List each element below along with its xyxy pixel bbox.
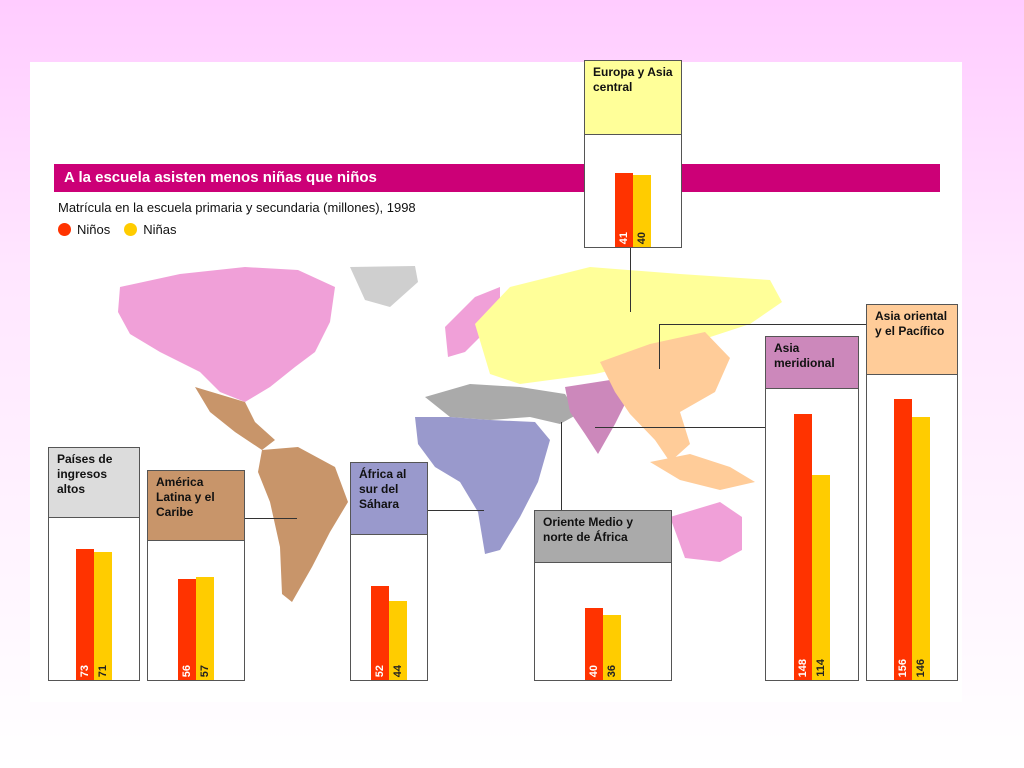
bar-mena-girls: 36 <box>603 615 621 680</box>
bar-high-boys: 73 <box>76 549 94 680</box>
bar-europe-boys: 41 <box>615 173 633 247</box>
bar-value-east-girls: 146 <box>915 658 927 677</box>
map-south-america <box>258 447 348 602</box>
bar-value-mena-girls: 36 <box>606 664 618 677</box>
bar-south-girls: 114 <box>812 475 830 680</box>
region-label-south: Asia meridional <box>766 337 858 389</box>
bar-value-latam-girls: 57 <box>199 664 211 677</box>
bar-africa-girls: 44 <box>389 601 407 680</box>
bar-value-south-boys: 148 <box>797 658 809 677</box>
world-map <box>118 266 782 602</box>
bar-value-south-girls: 114 <box>815 659 827 677</box>
legend-item-girls: Niñas <box>124 222 177 237</box>
legend-label-girls: Niñas <box>143 222 177 237</box>
legend-swatch-boys <box>58 223 71 236</box>
map-europe-west <box>445 287 500 357</box>
bar-value-europe-boys: 41 <box>618 231 630 244</box>
legend-item-boys: Niños <box>58 222 110 237</box>
bar-value-africa-girls: 44 <box>392 664 404 677</box>
legend: Niños Niñas <box>58 222 191 237</box>
bar-south-boys: 148 <box>794 414 812 680</box>
map-mena <box>425 384 578 424</box>
chart-subtitle: Matrícula en la escuela primaria y secun… <box>58 200 416 215</box>
bar-value-east-boys: 156 <box>897 658 909 677</box>
connector-south-asia <box>595 427 765 428</box>
region-box-africa: África al sur del Sáhara 52 44 <box>350 462 428 681</box>
region-label-high: Países de ingresos altos <box>49 448 139 518</box>
region-label-east: Asia oriental y el Pacífico <box>867 305 957 375</box>
bar-value-high-boys: 73 <box>79 664 91 677</box>
map-greenland <box>350 266 418 307</box>
region-box-mena: Oriente Medio y norte de África 40 36 <box>534 510 672 681</box>
map-north-america <box>118 267 335 402</box>
legend-swatch-girls <box>124 223 138 236</box>
map-southeast-islands <box>650 454 755 490</box>
bar-latam-girls: 57 <box>196 577 214 680</box>
bar-value-latam-boys: 56 <box>181 664 193 677</box>
region-label-latam: América Latina y el Caribe <box>148 471 244 541</box>
bar-europe-girls: 40 <box>633 175 651 247</box>
bar-east-boys: 156 <box>894 399 912 680</box>
chart-title: A la escuela asisten menos niñas que niñ… <box>54 164 940 192</box>
legend-label-boys: Niños <box>77 222 111 237</box>
map-sub-saharan-africa <box>415 417 550 554</box>
connector-east-asia-h <box>659 324 866 325</box>
region-label-mena: Oriente Medio y norte de África <box>535 511 671 563</box>
bar-latam-boys: 56 <box>178 579 196 680</box>
map-europe-central-asia <box>475 267 782 384</box>
region-box-south: Asia meridional 148 114 <box>765 336 859 681</box>
bar-value-mena-boys: 40 <box>588 664 600 677</box>
connector-east-asia-v <box>659 324 660 369</box>
connector-europe <box>630 248 631 312</box>
region-box-east: Asia oriental y el Pacífico 156 146 <box>866 304 958 681</box>
map-east-asia <box>600 332 730 462</box>
region-label-europe: Europa y Asia central <box>585 61 681 135</box>
map-central-america <box>195 387 275 450</box>
region-box-europe: Europa y Asia central 41 40 <box>584 60 682 248</box>
bar-east-girls: 146 <box>912 417 930 680</box>
map-south-asia <box>565 380 630 454</box>
connector-latam <box>242 518 297 519</box>
connector-mena-v <box>561 422 562 510</box>
bar-value-high-girls: 71 <box>97 664 109 677</box>
region-box-high: Países de ingresos altos 73 71 <box>48 447 140 681</box>
region-box-latam: América Latina y el Caribe 56 57 <box>147 470 245 681</box>
map-australia <box>670 502 742 562</box>
bar-africa-boys: 52 <box>371 586 389 680</box>
bar-value-africa-boys: 52 <box>374 664 386 677</box>
chart-panel: A la escuela asisten menos niñas que niñ… <box>30 60 962 702</box>
connector-africa <box>428 510 484 511</box>
bar-value-europe-girls: 40 <box>636 231 648 244</box>
region-label-africa: África al sur del Sáhara <box>351 463 427 535</box>
bar-mena-boys: 40 <box>585 608 603 680</box>
bar-high-girls: 71 <box>94 552 112 680</box>
